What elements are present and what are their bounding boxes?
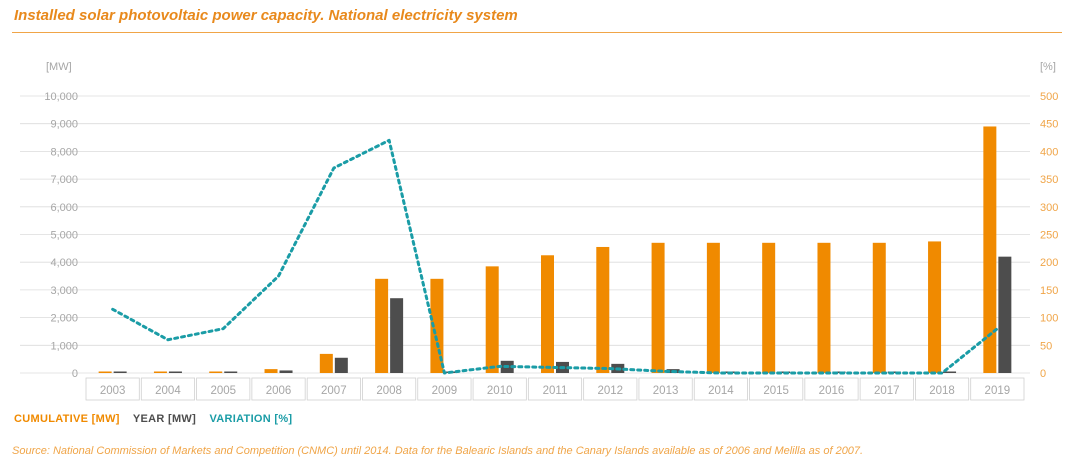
bar-cumulative	[375, 278, 389, 373]
bar-cumulative	[264, 369, 278, 373]
x-category-cell	[85, 377, 140, 401]
y2-axis-unit-label: [%]	[1040, 61, 1056, 73]
x-tick-label: 2017	[874, 385, 900, 397]
y2-tick-label: 250	[1040, 230, 1058, 242]
y2-tick-label: 0	[1040, 368, 1046, 380]
x-tick-label: 2007	[321, 385, 347, 397]
y-tick-label: 7,000	[50, 174, 78, 186]
x-category-cell	[196, 377, 251, 401]
x-tick-label: 2003	[100, 385, 126, 397]
x-category-cell	[804, 377, 859, 401]
y-tick-label: 0	[72, 368, 78, 380]
y-tick-label: 6,000	[50, 202, 78, 214]
y2-tick-label: 100	[1040, 313, 1058, 325]
x-category-cell	[693, 377, 748, 401]
legend: CUMULATIVE [MW] YEAR [MW] VARIATION [%]	[14, 413, 302, 425]
y2-tick-label: 50	[1040, 340, 1052, 352]
y-tick-label: 2,000	[50, 313, 78, 325]
bar-cumulative	[651, 242, 665, 373]
bar-cumulative	[209, 371, 223, 373]
x-tick-label: 2014	[708, 385, 734, 397]
bar-cumulative	[817, 242, 831, 373]
x-category-cell	[915, 377, 970, 401]
x-tick-label: 2004	[155, 385, 181, 397]
x-tick-label: 2013	[653, 385, 679, 397]
y-tick-label: 4,000	[50, 257, 78, 269]
y2-tick-label: 350	[1040, 174, 1058, 186]
x-category-cell	[970, 377, 1025, 401]
bar-cumulative	[872, 242, 886, 373]
bar-year	[334, 357, 348, 373]
y-tick-label: 9,000	[50, 119, 78, 131]
bar-year	[279, 370, 293, 373]
x-tick-label: 2016	[819, 385, 845, 397]
y-tick-label: 1,000	[50, 340, 78, 352]
x-tick-label: 2005	[210, 385, 236, 397]
x-category-cell	[251, 377, 306, 401]
chart-title: Installed solar photovoltaic power capac…	[14, 7, 518, 24]
y-axis-unit-label: [MW]	[46, 61, 72, 73]
bar-cumulative	[98, 371, 112, 373]
x-category-cell	[306, 377, 361, 401]
y2-tick-label: 400	[1040, 146, 1058, 158]
y-tick-label: 5,000	[50, 230, 78, 242]
x-tick-label: 2009	[432, 385, 458, 397]
x-tick-label: 2011	[543, 385, 568, 397]
bar-year	[224, 371, 238, 373]
x-category-cell	[583, 377, 638, 401]
y2-tick-label: 150	[1040, 285, 1058, 297]
bar-year	[832, 371, 846, 373]
bar-cumulative	[319, 353, 333, 373]
x-category-cell	[140, 377, 195, 401]
y2-tick-label: 200	[1040, 257, 1058, 269]
source-note: Source: National Commission of Markets a…	[12, 445, 864, 457]
bar-cumulative	[928, 241, 942, 373]
x-tick-label: 2006	[266, 385, 292, 397]
x-category-cell	[749, 377, 804, 401]
legend-variation: VARIATION [%]	[209, 413, 293, 425]
bar-cumulative	[596, 246, 610, 373]
variation-line	[111, 138, 999, 375]
legend-year: YEAR [MW]	[132, 413, 197, 425]
legend-cumulative: CUMULATIVE [MW]	[14, 413, 120, 425]
x-tick-label: 2019	[985, 385, 1011, 397]
bar-year	[168, 371, 182, 373]
bar-year	[113, 371, 127, 373]
bar-cumulative	[485, 266, 499, 373]
x-tick-label: 2018	[929, 385, 955, 397]
x-category-cell	[859, 377, 914, 401]
bar-cumulative	[706, 242, 720, 373]
x-tick-label: 2010	[487, 385, 513, 397]
x-category-cell	[472, 377, 527, 401]
y2-tick-label: 300	[1040, 202, 1058, 214]
y-tick-label: 3,000	[50, 285, 78, 297]
bar-year	[390, 298, 404, 373]
x-category-cell	[417, 377, 472, 401]
x-tick-label: 2012	[597, 385, 623, 397]
bar-year	[887, 371, 901, 373]
bar-cumulative	[983, 126, 997, 373]
x-category-cell	[362, 377, 417, 401]
bar-cumulative	[541, 255, 554, 373]
bar-cumulative	[153, 371, 167, 373]
bar-year	[998, 256, 1012, 373]
y-tick-label: 8,000	[50, 146, 78, 158]
bar-cumulative	[762, 242, 776, 373]
y2-tick-label: 500	[1040, 91, 1058, 103]
title-divider	[12, 32, 1062, 33]
x-category-cell	[527, 377, 583, 401]
x-category-cell	[638, 377, 693, 401]
y-tick-label: 10,000	[44, 91, 78, 103]
x-tick-label: 2015	[763, 385, 789, 397]
bar-year	[943, 371, 957, 373]
x-tick-label: 2008	[376, 385, 402, 397]
y2-tick-label: 450	[1040, 119, 1058, 131]
